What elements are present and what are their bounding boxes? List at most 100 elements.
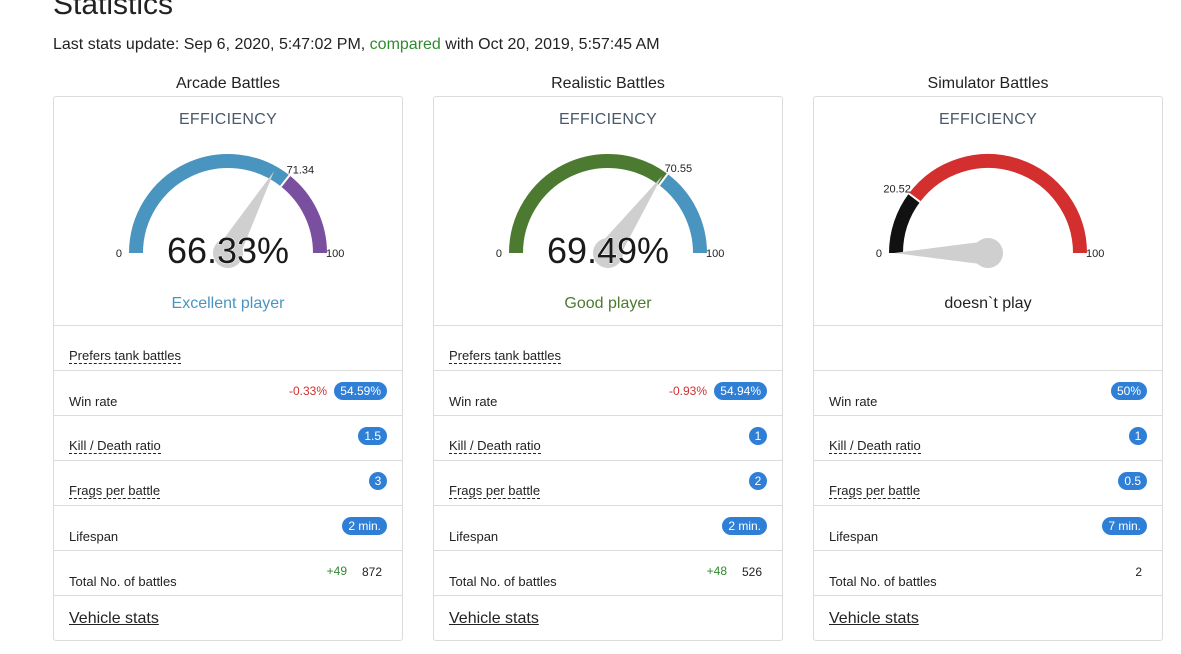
gauge-arc-secondary [658, 173, 707, 254]
lifespan-label: Lifespan [449, 529, 499, 544]
gauge-marker-divider [658, 173, 669, 186]
frags-row: Frags per battle 2 [434, 460, 782, 506]
compared-link[interactable]: compared [369, 36, 441, 53]
gauge-max-label: 100 [706, 248, 724, 260]
vehicle-stats-row: Vehicle stats [434, 595, 782, 641]
gauge-marker-divider [908, 192, 921, 203]
total-battles-row: Total No. of battles +49 872 [54, 550, 402, 596]
win-rate-badge: 54.94% [714, 382, 767, 400]
frags-label[interactable]: Frags per battle [829, 483, 921, 499]
kd-badge: 1 [749, 427, 767, 445]
lifespan-badge: 7 min. [1102, 517, 1147, 535]
kd-label[interactable]: Kill / Death ratio [829, 438, 921, 454]
gauge-arc-primary [509, 154, 668, 254]
kd-badge: 1 [1129, 427, 1147, 445]
with-text: with [440, 36, 479, 53]
prefers-row: Prefers tank battles [434, 325, 782, 371]
prefers-row [814, 325, 1162, 371]
prefers-row: Prefers tank battles [54, 325, 402, 371]
total-battles-label: Total No. of battles [829, 574, 937, 589]
prefers-label[interactable]: Prefers tank battles [69, 348, 181, 364]
vehicle-stats-link[interactable]: Vehicle stats [69, 610, 159, 627]
gauge-max-label: 100 [326, 248, 344, 260]
kd-label[interactable]: Kill / Death ratio [69, 438, 161, 454]
player-status: Excellent player [171, 295, 285, 312]
win-rate-delta: -0.93% [668, 384, 707, 398]
total-battles-value: 526 [741, 565, 762, 579]
update-prefix: Last stats update: [53, 36, 184, 53]
gauge-needle [894, 241, 988, 265]
vehicle-stats-row: Vehicle stats [54, 595, 402, 641]
stats-update-line: Last stats update: Sep 6, 2020, 5:47:02 … [53, 36, 660, 54]
kd-row: Kill / Death ratio 1 [814, 415, 1162, 461]
lifespan-label: Lifespan [829, 529, 879, 544]
win-rate-badge: 50% [1110, 382, 1147, 400]
efficiency-gauge: 0 100 20.52 [876, 154, 1104, 268]
page-title: Statistics [53, 0, 174, 21]
gauge-min-label: 0 [116, 248, 122, 260]
kd-badge: 1.5 [358, 427, 387, 445]
battle-card: EFFICIENCY 0 100 20.52 doesn`t play Win ra… [813, 96, 1163, 641]
efficiency-gauge: 0 100 70.55 69.49% [496, 154, 724, 272]
player-status: Good player [564, 295, 652, 312]
total-battles-value: 872 [361, 565, 382, 579]
efficiency-label: EFFICIENCY [558, 111, 658, 128]
gauge-marker-divider [280, 174, 291, 188]
column-title: Realistic Battles [551, 75, 665, 92]
total-battles-delta: +48 [706, 564, 727, 578]
frags-row: Frags per battle 0.5 [814, 460, 1162, 506]
vehicle-stats-link[interactable]: Vehicle stats [449, 610, 539, 627]
win-rate-label: Win rate [829, 394, 878, 409]
efficiency-percent: 69.49% [547, 230, 669, 271]
win-rate-row: Win rate -0.93% 54.94% [434, 370, 782, 416]
frags-badge: 0.5 [1118, 472, 1147, 490]
total-battles-label: Total No. of battles [449, 574, 557, 589]
gauge-min-label: 0 [876, 248, 882, 260]
update-comma: , [360, 36, 366, 53]
column-title: Arcade Battles [175, 75, 281, 92]
gauge-needle [217, 171, 275, 259]
win-rate-badge: 54.59% [334, 382, 387, 400]
prefers-label[interactable]: Prefers tank battles [449, 348, 561, 364]
total-battles-label: Total No. of battles [69, 574, 177, 589]
lifespan-badge: 2 min. [342, 517, 387, 535]
win-rate-row: Win rate 50% [814, 370, 1162, 416]
battle-card: EFFICIENCY 0 100 70.55 69.49% Good player P… [433, 96, 783, 641]
total-battles-row: Total No. of battles +48 526 [434, 550, 782, 596]
gauge-marker-label: 71.34 [287, 165, 315, 177]
lifespan-row: Lifespan 2 min. [434, 505, 782, 551]
gauge-max-label: 100 [1086, 248, 1104, 260]
efficiency-percent: 66.33% [167, 230, 289, 271]
frags-badge: 2 [749, 472, 767, 490]
total-battles-value: 2 [1135, 565, 1142, 579]
gauge-hub [593, 238, 623, 268]
frags-label[interactable]: Frags per battle [449, 483, 541, 499]
lifespan-row: Lifespan 7 min. [814, 505, 1162, 551]
gauge-marker-label: 20.52 [883, 184, 911, 196]
gauge-arc-primary [129, 154, 290, 254]
win-rate-label: Win rate [449, 394, 498, 409]
gauge-hub [213, 238, 243, 268]
kd-row: Kill / Death ratio 1.5 [54, 415, 402, 461]
kd-row: Kill / Death ratio 1 [434, 415, 782, 461]
column-title: Simulator Battles [927, 75, 1049, 92]
gauge-min-label: 0 [496, 248, 502, 260]
vehicle-stats-link[interactable]: Vehicle stats [829, 610, 919, 627]
frags-label[interactable]: Frags per battle [69, 483, 161, 499]
vehicle-stats-row: Vehicle stats [814, 595, 1162, 641]
win-rate-delta: -0.33% [288, 384, 327, 398]
win-rate-row: Win rate -0.33% 54.59% [54, 370, 402, 416]
gauge-needle [598, 176, 663, 260]
efficiency-gauge: 0 100 71.34 66.33% [116, 154, 344, 272]
frags-row: Frags per battle 3 [54, 460, 402, 506]
gauge-arc-secondary [908, 154, 1087, 254]
update-date: Sep 6, 2020, 5:47:02 PM [183, 36, 361, 53]
lifespan-badge: 2 min. [722, 517, 767, 535]
battle-card: EFFICIENCY 0 100 71.34 66.33% Excellent pla… [53, 96, 403, 641]
gauge-arc-primary [889, 193, 921, 254]
gauge-arc-secondary [280, 175, 327, 254]
kd-label[interactable]: Kill / Death ratio [449, 438, 541, 454]
efficiency-label: EFFICIENCY [178, 111, 278, 128]
total-battles-delta: +49 [326, 564, 347, 578]
total-battles-row: Total No. of battles 2 [814, 550, 1162, 596]
